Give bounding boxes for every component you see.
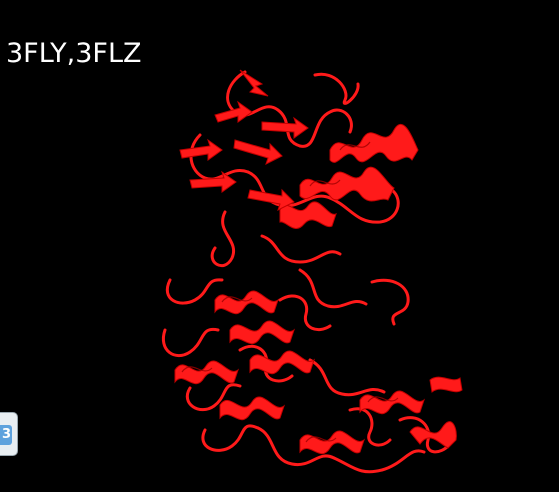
ribbon-helices xyxy=(174,123,463,455)
ribbon-coils xyxy=(161,70,452,474)
side-panel-tab[interactable]: 3 xyxy=(0,412,18,456)
ribbon-strands xyxy=(179,69,309,211)
side-panel-toggle-icon[interactable]: 3 xyxy=(0,425,12,445)
structure-title: 3FLY,3FLZ xyxy=(6,38,142,69)
ribbon-shading xyxy=(181,141,399,443)
